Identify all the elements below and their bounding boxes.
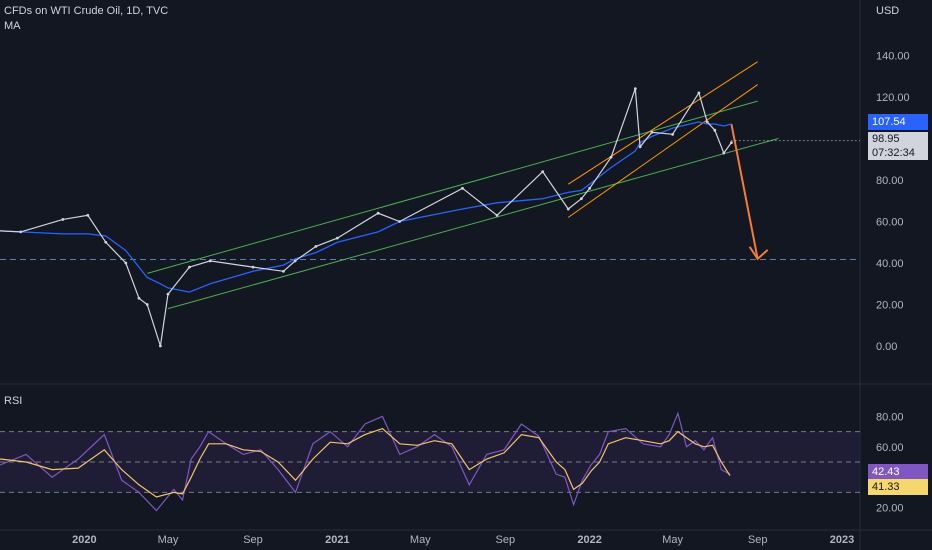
- price-point: [729, 141, 733, 145]
- time-tick-label: Sep: [748, 534, 768, 546]
- price-point: [609, 155, 613, 159]
- price-point: [697, 91, 701, 95]
- price-point: [282, 269, 285, 273]
- green-channel-upper: [147, 100, 758, 274]
- price-point: [104, 240, 108, 244]
- price-point: [579, 197, 583, 201]
- rsi-value-badge: 42.43: [868, 464, 928, 480]
- time-tick-label: 2023: [830, 534, 854, 546]
- price-point: [633, 87, 637, 91]
- rsi-tick-label: 20.00: [876, 503, 904, 515]
- price-point: [376, 211, 380, 215]
- price-tick-label: 140.00: [876, 51, 910, 63]
- orange-channel-upper: [567, 61, 758, 185]
- green-channel-lower: [167, 138, 779, 310]
- price-point: [495, 213, 499, 217]
- price-tick-label: 60.00: [876, 217, 904, 229]
- price-point: [650, 130, 654, 134]
- rsi-ma-line: [0, 427, 731, 498]
- price-point: [566, 207, 570, 211]
- time-tick-label: 2021: [325, 534, 349, 546]
- rsi-ma-value-badge: 41.33: [868, 479, 928, 495]
- projection-arrow-head: [748, 246, 769, 261]
- price-point: [19, 230, 23, 234]
- rsi-tick-label: 60.00: [876, 442, 904, 454]
- price-point: [461, 186, 464, 190]
- price-point: [158, 344, 162, 348]
- price-point: [293, 259, 297, 263]
- price-point: [398, 220, 401, 223]
- last-price-value: 98.95: [872, 133, 900, 145]
- time-tick-label: Sep: [496, 534, 516, 546]
- currency-label: USD: [876, 5, 900, 17]
- countdown-timer: 07:32:34: [872, 147, 915, 159]
- price-point: [208, 259, 212, 263]
- projection-arrow: [730, 123, 759, 260]
- price-point: [124, 261, 128, 265]
- price-point: [671, 132, 675, 136]
- price-point: [713, 128, 717, 132]
- price-tick-label: 0.00: [876, 341, 897, 353]
- symbol-title[interactable]: CFDs on WTI Crude Oil, 1D, TVC: [4, 5, 169, 17]
- time-tick-label: Sep: [243, 534, 263, 546]
- rsi-label[interactable]: RSI: [4, 395, 23, 407]
- time-tick-label: May: [662, 534, 683, 546]
- price-point: [188, 265, 191, 269]
- time-tick-label: May: [158, 534, 179, 546]
- ma-line: [0, 121, 732, 293]
- price-point: [588, 186, 592, 190]
- price-tick-label: 80.00: [876, 175, 904, 187]
- price-point: [314, 245, 318, 248]
- price-point: [705, 120, 709, 124]
- last-price-badge: 98.95 07:32:34: [868, 132, 928, 160]
- price-point: [251, 265, 255, 269]
- price-point: [541, 170, 545, 174]
- price-tick-label: 20.00: [876, 300, 904, 312]
- price-point: [145, 303, 149, 306]
- rsi-tick-label: 80.00: [876, 411, 904, 423]
- price-point: [166, 292, 170, 296]
- price-point: [722, 151, 726, 155]
- price-point: [335, 236, 339, 240]
- time-tick-label: May: [410, 534, 431, 546]
- price-point: [137, 296, 141, 300]
- time-tick-label: 2022: [577, 534, 601, 546]
- time-tick-label: 2020: [72, 534, 96, 546]
- price-point: [61, 218, 65, 221]
- price-point: [638, 145, 642, 149]
- orange-channel-lower: [567, 84, 758, 218]
- price-point: [86, 213, 90, 217]
- price-line: [0, 88, 732, 347]
- price-tick-label: 120.00: [876, 92, 910, 104]
- price-tick-label: 40.00: [876, 258, 904, 270]
- ma-value-badge: 107.54: [868, 114, 928, 130]
- rsi-line: [0, 411, 731, 512]
- indicator-label[interactable]: MA: [4, 20, 21, 32]
